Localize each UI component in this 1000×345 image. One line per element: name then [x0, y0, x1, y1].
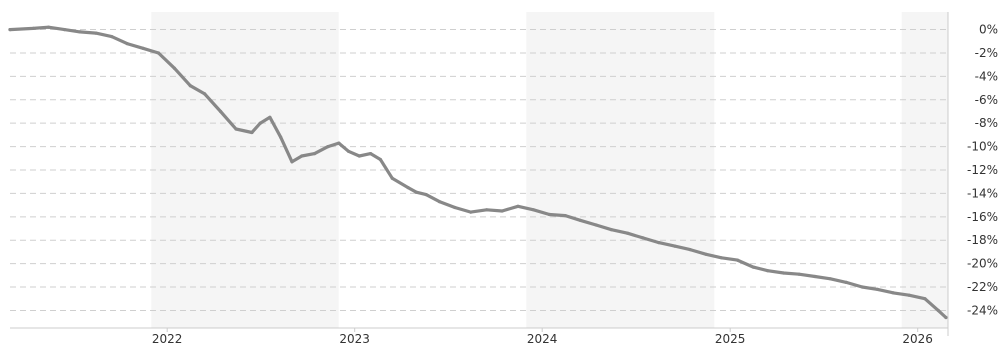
- series-point: [860, 285, 864, 289]
- y-tick-label: -8%: [975, 116, 998, 130]
- series-point: [609, 228, 614, 232]
- series-point: [337, 141, 341, 145]
- series-point: [907, 293, 911, 297]
- y-tick-label: -22%: [967, 280, 998, 294]
- series-point: [172, 66, 176, 70]
- series-point: [424, 193, 428, 197]
- y-tick-labels: 0% -2% -4% -6% -8% -10% -12% -14% -16% -18% -20% -2…: [967, 23, 998, 318]
- series-point: [500, 209, 504, 213]
- series-point: [290, 160, 294, 164]
- y-tick-label: -18%: [967, 233, 998, 247]
- series-point: [485, 208, 489, 212]
- series-point: [110, 35, 114, 39]
- series-point: [766, 269, 770, 273]
- series-point: [563, 214, 567, 218]
- series-point: [578, 218, 582, 222]
- y-tick-label: -20%: [967, 257, 998, 271]
- series-point: [279, 135, 283, 139]
- y-tick-label: -2%: [975, 46, 998, 60]
- series-point: [688, 248, 692, 252]
- series-point: [141, 46, 145, 50]
- series-point: [8, 28, 12, 32]
- series-point: [813, 274, 817, 279]
- y-tick-label: -24%: [967, 303, 998, 317]
- series-point: [453, 205, 457, 210]
- series-point: [390, 176, 394, 180]
- series-point: [751, 265, 755, 269]
- series-point: [657, 241, 661, 245]
- series-point: [326, 145, 330, 149]
- series-point: [891, 291, 896, 295]
- series-point: [782, 271, 786, 275]
- series-point: [547, 212, 552, 217]
- y-tick-label: -4%: [975, 69, 998, 83]
- series-point: [346, 149, 351, 153]
- series-point: [300, 154, 304, 158]
- x-tick-label: 2024: [527, 332, 558, 345]
- y-tick-label: -12%: [967, 163, 998, 177]
- series-point: [62, 28, 67, 32]
- series-point: [469, 210, 473, 214]
- y-tick-label: -16%: [967, 210, 998, 224]
- series-point: [414, 190, 418, 194]
- series-point: [594, 223, 598, 227]
- series-point: [923, 297, 927, 301]
- series-point: [250, 130, 254, 135]
- series-point: [31, 26, 35, 30]
- series-point: [234, 127, 238, 131]
- series-point: [936, 308, 940, 312]
- series-point: [46, 25, 51, 29]
- series-point: [944, 315, 948, 320]
- series-point: [357, 154, 361, 158]
- series-point: [625, 231, 630, 235]
- series-point: [641, 236, 645, 240]
- x-tick-label: 2026: [902, 332, 933, 345]
- y-tick-label: 0%: [979, 23, 998, 37]
- x-tick-label: 2023: [339, 332, 370, 345]
- series-layer: [8, 25, 948, 320]
- y-tick-label: -6%: [975, 93, 998, 107]
- series-point: [437, 200, 441, 204]
- series-point: [203, 92, 207, 96]
- series-point: [156, 51, 161, 55]
- series-point: [516, 204, 520, 208]
- series-point: [719, 256, 724, 260]
- series-point: [78, 30, 82, 34]
- series-point: [876, 287, 880, 291]
- series-point: [125, 42, 129, 46]
- y-tick-label: -14%: [967, 186, 998, 200]
- x-tick-label: 2025: [715, 332, 746, 345]
- series-line-0: [8, 25, 948, 320]
- series-point: [313, 152, 317, 156]
- axes: [10, 12, 949, 336]
- series-point: [369, 152, 373, 156]
- series-point: [673, 244, 677, 248]
- series-point: [531, 208, 536, 212]
- series-point: [844, 280, 848, 284]
- grid-lines: [10, 29, 948, 311]
- series-point: [704, 252, 708, 256]
- series-point: [828, 277, 833, 281]
- x-tick-label: 2022: [152, 332, 183, 345]
- series-point: [735, 258, 740, 262]
- y-tick-label: -10%: [967, 140, 998, 154]
- series-point: [378, 157, 382, 162]
- x-tick-labels: 2022 2023 2024 2025 2026: [152, 332, 933, 345]
- series-point: [797, 272, 801, 276]
- series-point: [406, 186, 410, 190]
- series-point: [268, 115, 272, 119]
- series-point: [94, 31, 98, 35]
- series-point: [219, 109, 223, 114]
- series-point: [258, 121, 262, 125]
- series-point: [188, 84, 192, 88]
